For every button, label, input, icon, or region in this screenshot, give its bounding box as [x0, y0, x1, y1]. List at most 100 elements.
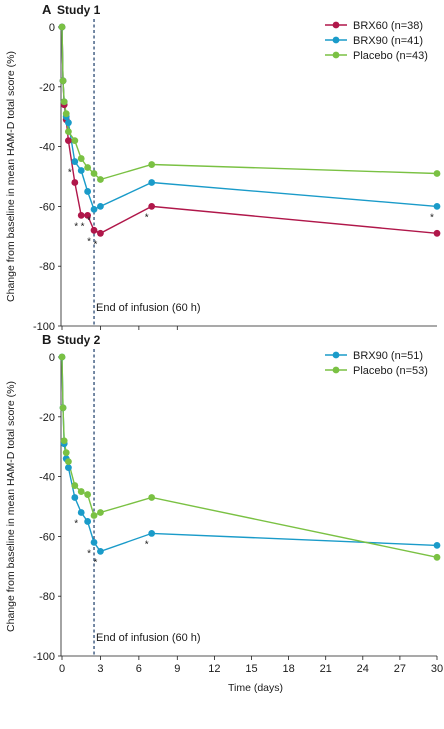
legend-marker [332, 366, 340, 374]
legend: BRX90 (n=51) Placebo (n=53) [319, 346, 431, 380]
data-point [97, 229, 104, 237]
data-point [433, 541, 441, 549]
data-point [90, 205, 98, 213]
data-point [77, 211, 85, 219]
data-point [71, 494, 79, 501]
data-point [148, 179, 156, 186]
significance-marker: * [68, 168, 72, 179]
panel-letter: B [42, 332, 51, 347]
significance-marker: * [81, 221, 85, 232]
legend-label: Placebo (n=43) [353, 50, 428, 62]
x-tick-label: 15 [245, 663, 257, 675]
legend-label: BRX60 (n=38) [353, 20, 423, 32]
data-point [433, 170, 441, 177]
infusion-annotation: End of infusion (60 h) [96, 302, 201, 314]
x-axis-title: Time (days) [228, 682, 283, 694]
x-tick-label: 3 [97, 663, 103, 675]
data-point [90, 226, 98, 234]
y-axis-title: Change from baseline in mean HAM-D total… [5, 51, 17, 302]
x-tick-label: 18 [282, 663, 294, 675]
data-point [71, 179, 79, 186]
data-point [65, 464, 72, 472]
y-tick-label: -80 [39, 591, 55, 603]
x-tick-label: 0 [59, 663, 65, 675]
y-tick-label: -100 [33, 321, 55, 333]
data-point [62, 110, 70, 118]
data-point [90, 512, 98, 519]
series-line [61, 26, 438, 181]
data-point [84, 188, 92, 195]
data-point [148, 494, 156, 501]
data-point [433, 229, 441, 237]
significance-marker: * [74, 518, 78, 529]
data-point [71, 137, 79, 145]
data-point [65, 128, 72, 136]
legend: BRX60 (n=38) BRX90 (n=41) Placebo (n=43) [319, 16, 431, 65]
data-point [58, 23, 66, 31]
y-tick-label: -20 [39, 412, 55, 424]
y-tick-label: 0 [49, 22, 55, 34]
significance-marker: * [87, 215, 91, 226]
x-tick-label: 27 [394, 663, 406, 675]
legend-marker [332, 21, 340, 29]
y-tick-label: -40 [39, 142, 55, 154]
x-tick-label: 30 [431, 663, 443, 675]
x-tick-label: 9 [174, 663, 180, 675]
significance-marker: * [430, 212, 434, 223]
data-point [84, 491, 92, 498]
y-tick-label: -60 [39, 201, 55, 213]
data-point [148, 203, 156, 210]
series-line [61, 356, 438, 558]
legend-marker [332, 51, 340, 59]
data-point [62, 449, 70, 457]
y-axis-title: Change from baseline in mean HAM-D total… [5, 381, 17, 632]
y-tick-label: -20 [39, 82, 55, 94]
data-point [148, 161, 156, 168]
legend-label: Placebo (n=53) [353, 365, 428, 377]
data-point [433, 553, 441, 561]
y-tick-label: -80 [39, 261, 55, 273]
legend-marker [332, 36, 340, 44]
y-tick-label: -100 [33, 651, 55, 663]
data-point [97, 203, 104, 210]
data-point [97, 547, 104, 555]
panel-title: Study 1 [57, 3, 101, 17]
series-line [61, 356, 438, 553]
panel-letter: A [42, 2, 52, 17]
significance-marker: * [145, 212, 149, 223]
data-point [60, 437, 68, 445]
data-point [84, 164, 92, 171]
data-point [59, 404, 67, 412]
legend-label: BRX90 (n=41) [353, 35, 423, 47]
data-point [65, 458, 72, 466]
significance-marker: * [87, 548, 91, 559]
legend-label: BRX90 (n=51) [353, 350, 423, 362]
data-point [77, 155, 85, 162]
data-point [77, 509, 85, 516]
x-tick-label: 21 [320, 663, 332, 675]
legend-background [319, 346, 431, 380]
data-point [148, 530, 156, 537]
y-tick-label: -40 [39, 472, 55, 484]
significance-marker: * [93, 239, 97, 250]
data-point [84, 211, 92, 219]
x-tick-label: 6 [136, 663, 142, 675]
data-point [65, 137, 72, 145]
data-point [60, 98, 68, 106]
x-tick-label: 12 [208, 663, 220, 675]
data-point [59, 77, 67, 85]
data-point [77, 488, 85, 495]
data-point [65, 119, 72, 127]
data-point [84, 518, 92, 525]
significance-marker: * [87, 236, 91, 247]
infusion-annotation: End of infusion (60 h) [96, 632, 201, 644]
data-point [90, 170, 98, 177]
data-point [77, 167, 85, 174]
y-tick-label: 0 [49, 352, 55, 364]
data-point [71, 482, 79, 489]
significance-marker: * [74, 221, 78, 232]
data-point [90, 538, 98, 546]
significance-marker: * [93, 557, 97, 568]
